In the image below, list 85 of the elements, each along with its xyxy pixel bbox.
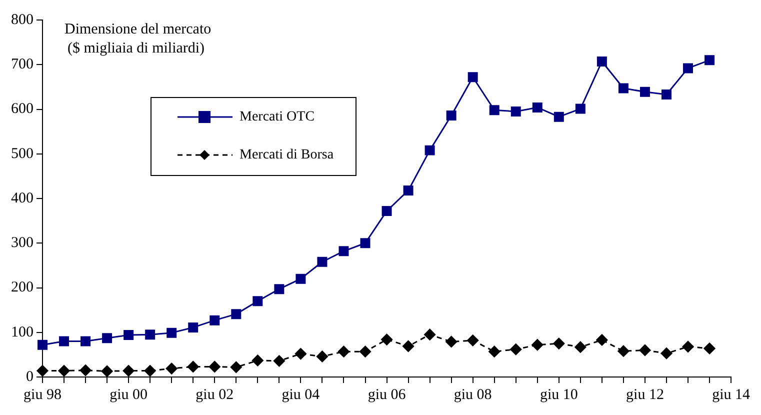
- point: [144, 365, 156, 377]
- point: [402, 340, 414, 352]
- point: [682, 340, 694, 352]
- y-tick-label: 100: [11, 324, 34, 340]
- point: [489, 105, 500, 116]
- point: [575, 104, 586, 114]
- point: [252, 354, 264, 366]
- point: [59, 336, 70, 346]
- point: [468, 72, 478, 82]
- point: [662, 90, 672, 100]
- point: [660, 348, 672, 360]
- point: [532, 339, 544, 351]
- x-tick-label: giu 04: [282, 386, 320, 403]
- point: [618, 345, 630, 357]
- y-tick-label: 600: [11, 101, 34, 118]
- point: [488, 346, 500, 358]
- point: [338, 246, 349, 256]
- point: [596, 56, 607, 66]
- point: [316, 350, 328, 362]
- point: [574, 341, 586, 353]
- point: [231, 309, 242, 320]
- point: [187, 360, 199, 372]
- point: [639, 344, 651, 356]
- x-tick-label: giu 00: [110, 386, 148, 403]
- point: [553, 338, 565, 350]
- point: [80, 364, 92, 376]
- y-tick-label: 500: [11, 146, 34, 162]
- point: [210, 315, 220, 326]
- point: [532, 102, 542, 112]
- point: [704, 55, 715, 66]
- point: [424, 328, 436, 340]
- point: [510, 106, 521, 116]
- point: [424, 145, 435, 156]
- point: [382, 206, 392, 216]
- point: [403, 185, 414, 196]
- point: [381, 334, 393, 346]
- point: [274, 284, 284, 294]
- point: [296, 274, 306, 284]
- point: [102, 333, 112, 344]
- point: [683, 63, 693, 74]
- point: [122, 365, 134, 377]
- point: [101, 365, 113, 377]
- point: [360, 238, 370, 248]
- point: [166, 362, 178, 374]
- y-tick-label: 400: [11, 190, 34, 206]
- y-tick-label: 0: [26, 368, 34, 385]
- point: [145, 330, 156, 340]
- point: [446, 110, 456, 120]
- x-tick-label: giu 06: [368, 386, 406, 403]
- point: [467, 334, 479, 346]
- x-tick-label: giu 02: [196, 386, 234, 403]
- point: [166, 328, 177, 338]
- point: [80, 336, 91, 346]
- point: [338, 346, 350, 358]
- y-tick-label: 800: [11, 12, 34, 28]
- point: [36, 365, 48, 377]
- point: [124, 330, 134, 340]
- x-tick-label: giu 10: [540, 386, 578, 403]
- x-tick-label: giu 08: [454, 386, 492, 403]
- x-tick-label: giu 98: [24, 386, 62, 403]
- point: [273, 355, 285, 367]
- point: [252, 296, 263, 306]
- legend-label: Mercati di Borsa: [240, 148, 334, 163]
- y-tick-label: 700: [11, 56, 34, 73]
- point: [510, 344, 522, 356]
- x-tick-label: giu 14: [712, 386, 750, 403]
- point: [208, 360, 220, 372]
- point: [58, 365, 70, 377]
- point: [294, 348, 306, 360]
- y-axis-title: Dimensione del mercato ($ migliaia di miliardi): [64, 21, 212, 56]
- point: [188, 322, 198, 332]
- point: [704, 342, 716, 354]
- point: [618, 83, 628, 94]
- point: [317, 256, 328, 267]
- x-tick-label: giu 12: [626, 386, 664, 403]
- point: [446, 336, 458, 348]
- y-tick-label: 300: [11, 235, 34, 252]
- point: [230, 361, 242, 373]
- point: [640, 86, 650, 97]
- point: [554, 112, 564, 122]
- point: [38, 340, 48, 350]
- y-tick-label: 200: [11, 280, 34, 296]
- point: [596, 334, 608, 346]
- legend-label: Mercati OTC: [240, 110, 315, 125]
- point: [360, 346, 372, 358]
